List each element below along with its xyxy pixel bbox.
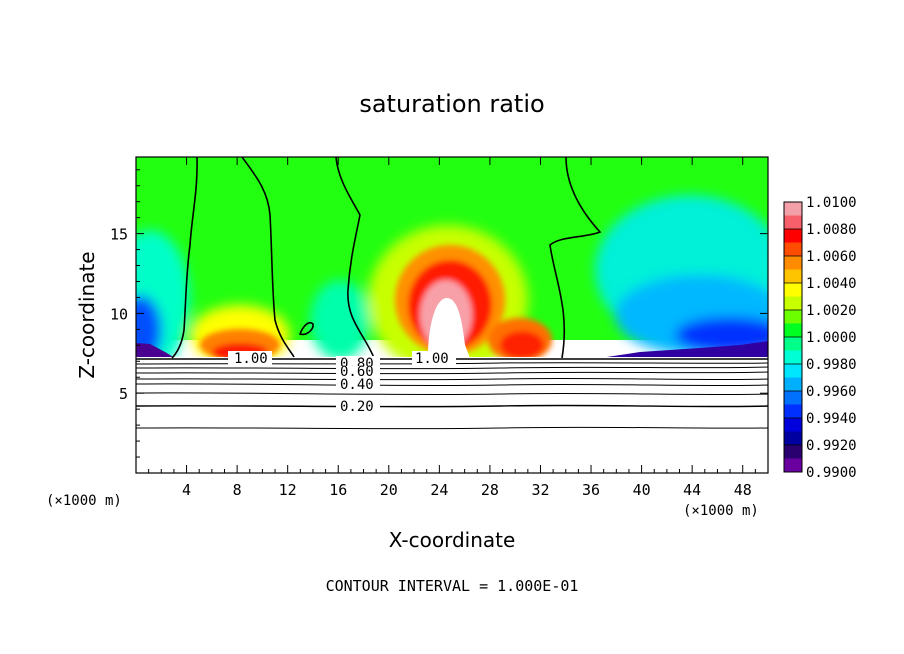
- x-tick-label: 28: [481, 481, 499, 499]
- y-tick-label: 10: [110, 305, 128, 323]
- x-tick-label: 12: [279, 481, 297, 499]
- x-tick-label: 32: [531, 481, 549, 499]
- x-tick-label: 16: [329, 481, 347, 499]
- contour-interval-note: CONTOUR INTERVAL = 1.000E-01: [326, 577, 579, 595]
- x-tick-label: 36: [582, 481, 600, 499]
- x-unit-left: (×1000 m): [46, 493, 122, 509]
- contour-label-6: 0.20: [340, 399, 374, 415]
- colorbar-swatch: [784, 256, 802, 270]
- y-tick-label: 5: [119, 385, 128, 403]
- y-tick-label: 15: [110, 226, 128, 244]
- contour-line-070: [135, 366, 769, 370]
- colorbar-swatch: [784, 242, 802, 257]
- colorbar-swatch: [784, 377, 802, 392]
- x-unit-right: (×1000 m): [683, 503, 759, 519]
- colorbar-label: 0.9980: [806, 357, 857, 373]
- colorbar-label: 1.0020: [806, 303, 857, 319]
- colorbar-swatch: [784, 215, 802, 230]
- colorbar-swatch: [784, 364, 802, 378]
- saturation-field: [136, 157, 768, 473]
- x-tick-label: 4: [182, 481, 191, 499]
- colorbar-swatch: [784, 350, 802, 365]
- contour-label-group: 1.00 1.00 0.80 0.60 0.40 0.20: [228, 351, 456, 415]
- colorbar-swatch: [784, 269, 802, 284]
- field-lower-white: [136, 357, 768, 473]
- colorbar: 1.0100 1.0080 1.0060 1.0040 1.0020 1.0000 0.99…: [783, 195, 857, 481]
- field-purple-edge: [136, 343, 175, 358]
- y-axis: 5 10 15: [110, 169, 768, 458]
- y-axis-title: Z-coordinate: [75, 251, 99, 378]
- contour-1-00-vertical: [171, 157, 602, 359]
- contour-line-040: [135, 383, 769, 387]
- colorbar-swatch: [784, 283, 802, 297]
- colorbar-label: 1.0060: [806, 249, 857, 265]
- chart-title: saturation ratio: [359, 90, 544, 118]
- x-tick-label: 8: [233, 481, 242, 499]
- colorbar-label: 1.0100: [806, 195, 857, 211]
- field-purple-edge-right: [600, 341, 768, 358]
- field-right-red: [500, 331, 544, 359]
- contour-lines-horizontal: [135, 358, 769, 430]
- colorbar-swatch: [784, 323, 802, 338]
- colorbar-swatch: [784, 229, 802, 243]
- contour-label-5: 0.40: [340, 377, 374, 393]
- x-tick-label: 48: [734, 481, 752, 499]
- x-axis-title: X-coordinate: [389, 528, 516, 552]
- field-right-blue: [675, 317, 768, 353]
- colorbar-swatch: [784, 391, 802, 405]
- colorbar-swatch: [784, 337, 802, 351]
- contour-label-2: 1.00: [415, 351, 449, 367]
- colorbar-label: 0.9940: [806, 411, 857, 427]
- colorbar-swatch: [784, 310, 802, 324]
- colorbar-swatch: [784, 418, 802, 432]
- x-tick-label: 44: [683, 481, 701, 499]
- x-tick-label: 20: [380, 481, 398, 499]
- x-tick-label: 24: [430, 481, 448, 499]
- contour-line-020: [135, 404, 769, 408]
- contour-line-060: [135, 371, 769, 375]
- colorbar-swatch: [784, 431, 802, 446]
- contour-line-030: [135, 392, 769, 396]
- field-mid-cyan: [310, 280, 370, 360]
- contour-label-1: 1.00: [234, 351, 268, 367]
- x-tick-label: 40: [633, 481, 651, 499]
- colorbar-label: 0.9960: [806, 384, 857, 400]
- field-white-core: [428, 297, 470, 358]
- colorbar-swatch: [784, 458, 802, 473]
- contour-line-050: [135, 377, 769, 381]
- colorbar-label: 1.0000: [806, 330, 857, 346]
- colorbar-label: 0.9900: [806, 465, 857, 481]
- contour-line-010: [135, 426, 769, 430]
- colorbar-label: 1.0040: [806, 276, 857, 292]
- colorbar-label: 1.0080: [806, 222, 857, 238]
- colorbar-swatch: [784, 404, 802, 419]
- colorbar-swatch: [784, 445, 802, 459]
- colorbar-swatch: [784, 296, 802, 311]
- colorbar-label: 0.9920: [806, 438, 857, 454]
- colorbar-swatch: [784, 202, 802, 216]
- x-axis: 4 8 12 16 20 24 28 32 36 40 44 48: [148, 157, 756, 499]
